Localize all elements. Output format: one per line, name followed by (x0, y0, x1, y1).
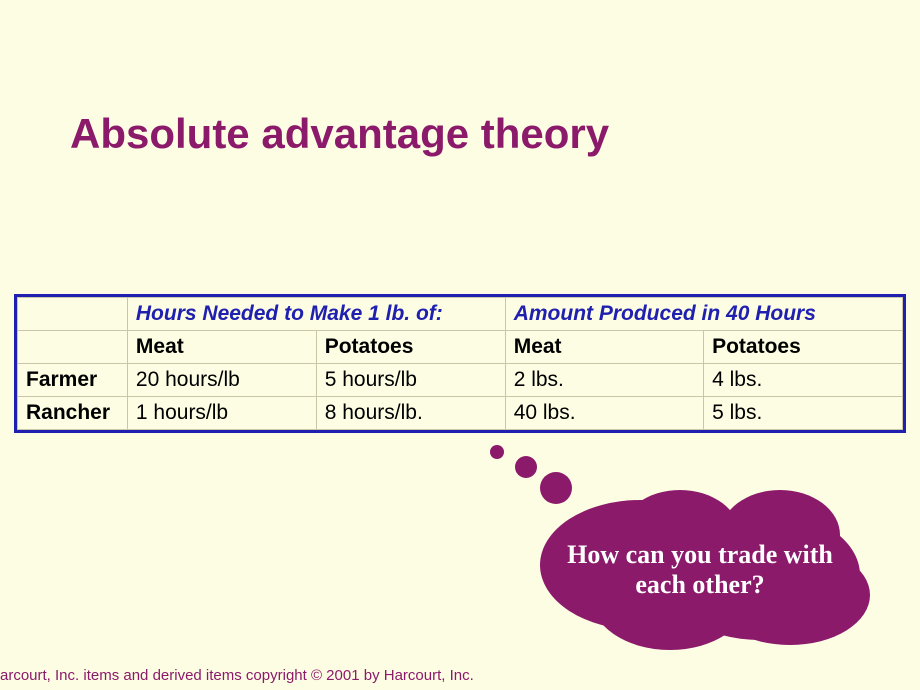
subheader-potatoes-2: Potatoes (704, 331, 903, 364)
cell-farmer-meat-hours: 20 hours/lb (127, 364, 316, 397)
copyright-text: arcourt, Inc. items and derived items co… (0, 667, 474, 684)
cell-farmer-pot-out: 4 lbs. (704, 364, 903, 397)
cell-farmer-pot-hours: 5 hours/lb (316, 364, 505, 397)
thought-text: How can you trade with each other? (530, 490, 870, 650)
table-row: Farmer 20 hours/lb 5 hours/lb 2 lbs. 4 l… (18, 364, 903, 397)
advantage-table: Hours Needed to Make 1 lb. of: Amount Pr… (14, 294, 906, 433)
subheader-meat-2: Meat (505, 331, 703, 364)
table: Hours Needed to Make 1 lb. of: Amount Pr… (17, 297, 903, 430)
cell-rancher-pot-out: 5 lbs. (704, 397, 903, 430)
subheader-meat-1: Meat (127, 331, 316, 364)
cell-rancher-pot-hours: 8 hours/lb. (316, 397, 505, 430)
bubble-dot-icon (490, 445, 504, 459)
cell-farmer-meat-out: 2 lbs. (505, 364, 703, 397)
table-row: Rancher 1 hours/lb 8 hours/lb. 40 lbs. 5… (18, 397, 903, 430)
cell-rancher-meat-hours: 1 hours/lb (127, 397, 316, 430)
thought-bubble: How can you trade with each other? (490, 450, 870, 650)
blank-cell (18, 331, 128, 364)
header-hours-needed: Hours Needed to Make 1 lb. of: (127, 298, 505, 331)
row-label-farmer: Farmer (18, 364, 128, 397)
header-amount-produced: Amount Produced in 40 Hours (505, 298, 902, 331)
row-label-rancher: Rancher (18, 397, 128, 430)
cell-rancher-meat-out: 40 lbs. (505, 397, 703, 430)
table-header-sub: Meat Potatoes Meat Potatoes (18, 331, 903, 364)
slide-title: Absolute advantage theory (70, 110, 609, 158)
table-header-main: Hours Needed to Make 1 lb. of: Amount Pr… (18, 298, 903, 331)
blank-cell (18, 298, 128, 331)
bubble-dot-icon (515, 456, 537, 478)
subheader-potatoes-1: Potatoes (316, 331, 505, 364)
